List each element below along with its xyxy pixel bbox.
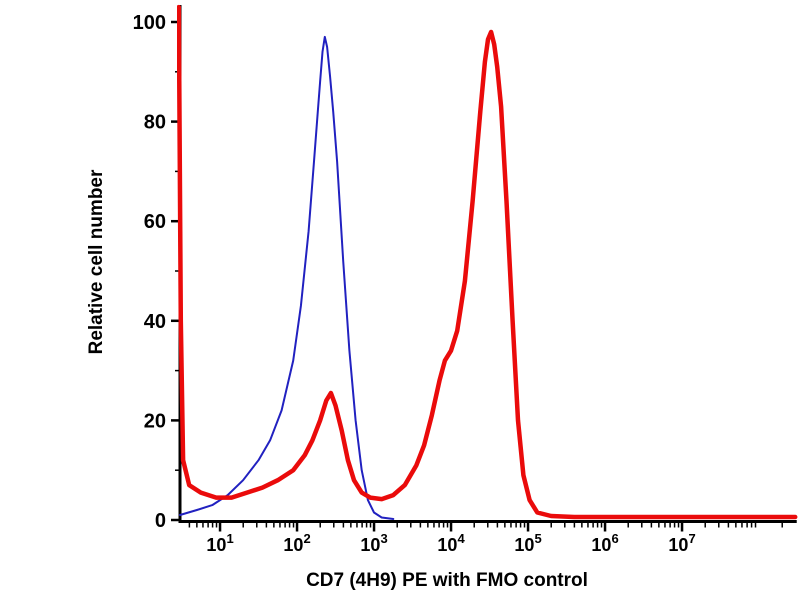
x-tick-label: 107 <box>668 531 695 555</box>
x-tick-label: 104 <box>437 531 465 555</box>
y-tick-label: 0 <box>155 510 166 532</box>
y-axis-title: Relative cell number <box>86 169 107 355</box>
x-tick-label: 101 <box>206 531 233 555</box>
x-axis-title: CD7 (4H9) PE with FMO control <box>306 570 588 591</box>
x-tick-label: 103 <box>360 531 387 555</box>
x-tick-label: 105 <box>514 531 541 555</box>
y-tick-label: 40 <box>144 311 166 333</box>
y-tick-label: 80 <box>144 112 166 134</box>
y-tick-label: 20 <box>144 410 166 432</box>
y-tick-label: 100 <box>133 12 166 34</box>
x-tick-label: 102 <box>283 531 310 555</box>
series-fmo-control <box>179 35 395 520</box>
series-cd7-4h9-pe <box>177 4 798 520</box>
x-tick-label: 106 <box>591 531 618 555</box>
y-tick-label: 60 <box>144 211 166 233</box>
series-group <box>177 4 798 520</box>
